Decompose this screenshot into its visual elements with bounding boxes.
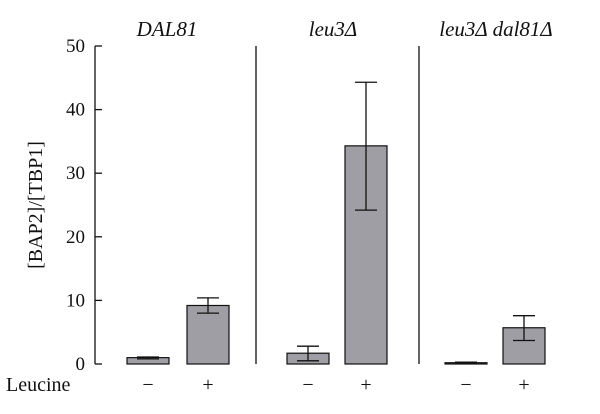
y-axis: 0 10 20 30 40 50 [BAP2]/[TBP1]: [25, 36, 102, 375]
category-label: +: [360, 374, 371, 396]
bars: [126, 145, 546, 365]
y-tick-label: 10: [66, 290, 85, 311]
labels: DAL81 − + leu3Δ − + leu3Δ dal81Δ − + Leucine: [6, 17, 553, 396]
category-label: +: [518, 374, 529, 396]
y-axis-title: [BAP2]/[TBP1]: [25, 141, 47, 269]
category-label: −: [302, 374, 313, 396]
y-tick-label: 50: [66, 36, 85, 57]
y-tick-label: 0: [76, 354, 86, 375]
category-label: +: [202, 374, 213, 396]
group-dividers: [255, 46, 420, 364]
group-title: leu3Δ: [309, 17, 357, 41]
group-title: leu3Δ dal81Δ: [439, 17, 553, 41]
group-title: DAL81: [136, 17, 198, 41]
x-axis-label: Leucine: [6, 374, 71, 396]
error-bars: [137, 81, 535, 365]
y-tick-label: 30: [66, 163, 85, 184]
category-label: −: [142, 374, 153, 396]
bar: [186, 304, 230, 365]
category-label: −: [460, 374, 471, 396]
y-tick-label: 40: [66, 100, 85, 121]
y-tick-label: 20: [66, 227, 85, 248]
